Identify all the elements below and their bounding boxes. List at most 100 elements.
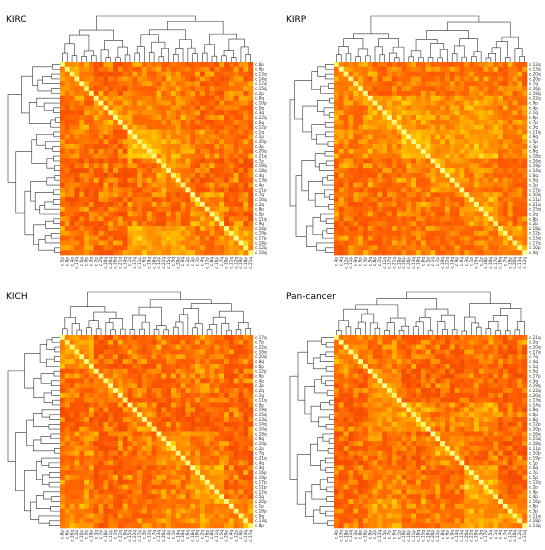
heatmap-cell [454,216,460,222]
heatmap-cell [170,368,177,374]
heatmap-cell [483,139,489,145]
heatmap-cell [175,402,181,408]
heatmap-cell [522,86,528,92]
heatmap-cell [137,518,143,524]
heatmap-cell [391,119,398,126]
heatmap-cell [185,460,191,466]
heatmap-cell [93,373,99,379]
heatmap-cell [449,201,455,208]
heatmap-cell [502,197,509,203]
heatmap-cell [146,392,152,399]
heatmap-cell [142,76,148,82]
heatmap-cell [98,412,104,418]
heatmap-cell [493,235,499,241]
heatmap-cell [185,489,191,495]
heatmap-cell [117,383,124,389]
heatmap-cell [233,407,239,413]
heatmap-cell [334,66,340,72]
heatmap-cell [334,153,340,159]
heatmap-cell [248,172,254,179]
heatmap-cell [512,71,518,77]
heatmap-cell [204,368,210,374]
heatmap-cell [161,499,167,505]
heatmap-cell [60,129,66,135]
heatmap-cell [382,66,388,72]
heatmap-cell [243,359,249,365]
heatmap-cell [219,383,225,389]
heatmap-cell [464,187,470,193]
heatmap-cell [214,455,220,461]
heatmap-cell [224,455,230,461]
heatmap-cell [195,412,201,418]
heatmap-cell [122,378,128,384]
heatmap-cell [180,245,186,251]
row-label: c.4p [255,182,264,187]
heatmap-cell [353,100,359,106]
heatmap-cell [180,494,186,500]
heatmap-cell [233,86,239,92]
heatmap-cell [199,158,206,164]
heatmap-cell [406,163,412,169]
heatmap-cell [108,71,114,77]
heatmap-cell [185,86,191,92]
heatmap-cell [204,450,210,456]
heatmap-cell [60,518,66,524]
heatmap-cell [170,503,177,510]
heatmap-cell [74,499,80,505]
heatmap-cell [367,81,373,87]
heatmap-cell [103,119,109,126]
heatmap-cell [459,66,465,72]
heatmap-cell [170,221,177,227]
heatmap-cell [478,235,484,241]
heatmap-cell [108,172,114,179]
heatmap-cell [478,201,484,208]
heatmap-cell [358,129,364,135]
heatmap-cell [175,513,181,519]
heatmap-cell [459,62,465,68]
heatmap-cell [248,465,254,471]
heatmap-cell [209,474,215,481]
heatmap-cell [151,373,157,379]
heatmap-cell [209,421,215,427]
heatmap-cell [156,95,162,101]
heatmap-cell [493,90,499,97]
heatmap-cell [343,206,349,212]
heatmap-cell [199,235,206,241]
heatmap-cell [195,460,201,466]
heatmap-cell [464,192,470,198]
heatmap-cell [103,110,109,116]
heatmap-cell [498,129,504,135]
heatmap-cell [117,354,124,360]
heatmap-cell [219,153,225,159]
heatmap-cell [151,359,157,365]
heatmap-cell [396,211,402,217]
heatmap-cell [79,226,85,232]
heatmap-cell [64,105,70,111]
heatmap-cell [146,335,152,341]
heatmap-cell [185,479,191,485]
heatmap-cell [190,344,196,350]
heatmap-cell [219,417,225,423]
heatmap-cell [420,115,426,121]
heatmap-cell [93,402,99,408]
heatmap-cell [362,235,369,241]
heatmap-cell [209,392,215,399]
heatmap-cell [137,144,143,150]
heatmap-cell [372,110,378,116]
heatmap-cell [228,71,235,77]
heatmap-cell [132,245,138,251]
row-labels: c.6pc.9pc.13qc.14qc.17qc.15qc.2pc.8qc.10… [255,62,267,255]
heatmap-cell [444,172,451,179]
heatmap-cell [69,119,75,126]
heatmap-cell [151,412,157,418]
heatmap-cell [170,100,177,106]
heatmap-cell [464,134,470,140]
heatmap-cell [93,445,99,452]
heatmap-cell [449,168,455,174]
heatmap-cell [151,402,157,408]
heatmap-cell [156,412,162,418]
heatmap-cell [416,158,422,164]
heatmap-cell [137,62,143,68]
heatmap-cell [132,441,138,447]
heatmap-cell [391,110,398,116]
